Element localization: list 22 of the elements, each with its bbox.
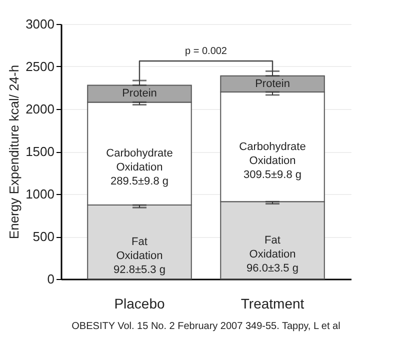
series-label: Fat Oxidation xyxy=(116,236,163,262)
text: Fat Oxidation xyxy=(249,234,296,260)
series-label: Carbohydrate Oxidation xyxy=(106,148,173,174)
annotation: p = 0.002 xyxy=(185,46,228,57)
text: Carbohydrate Oxidation xyxy=(239,140,306,167)
y-tick-label: 0 xyxy=(47,272,54,286)
x-tick-label: Treatment xyxy=(240,296,304,312)
annotation: 309.5±9.8 g xyxy=(244,168,302,181)
annotation: 289.5±9.8 g xyxy=(110,176,168,188)
text: Protein xyxy=(122,88,157,100)
y-axis-title: Energy Expenditure kcal/ 24-h xyxy=(6,64,22,240)
x-tick-label: Placebo xyxy=(114,296,165,312)
y-tick-label: 2500 xyxy=(26,59,54,74)
text: OBESITY Vol. 15 No. 2 February 2007 349-55. Tappy, L et al xyxy=(72,321,340,332)
annotation: 92.8±5.3 g xyxy=(114,264,166,276)
series-label: Protein xyxy=(255,78,290,90)
y-tick-label: 500 xyxy=(32,229,54,244)
y-tick-label: 1000 xyxy=(26,186,54,202)
y-tick-label: 3000 xyxy=(26,16,54,32)
y-tick-label: 1500 xyxy=(26,144,54,159)
annotation: 96.0±3.5 g xyxy=(246,262,298,274)
y-tick-label: 2000 xyxy=(26,102,54,116)
